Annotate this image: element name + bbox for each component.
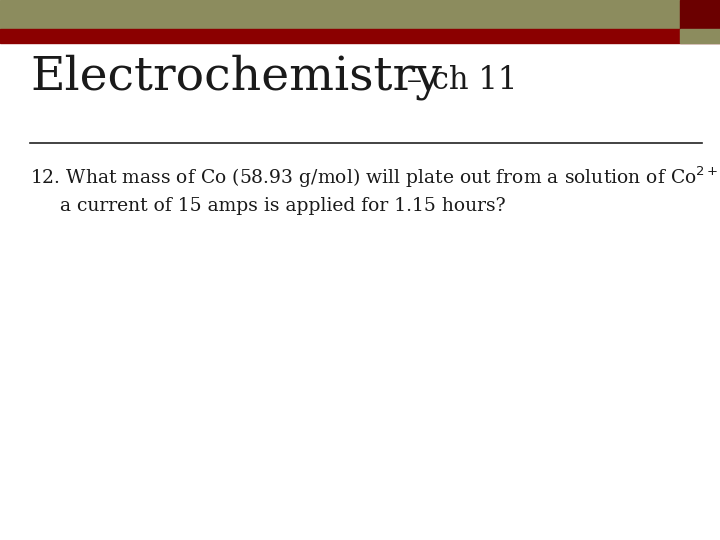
Text: a current of 15 amps is applied for 1.15 hours?: a current of 15 amps is applied for 1.15… (30, 197, 506, 215)
Text: 12. What mass of Co (58.93 g/mol) will plate out from a solution of Co$^{2+}$ wh: 12. What mass of Co (58.93 g/mol) will p… (30, 165, 720, 190)
Bar (680, 0, 720, 29)
Text: – ch 11: – ch 11 (397, 65, 518, 96)
Text: Electrochemistry: Electrochemistry (30, 54, 442, 99)
Bar (0, 0, 720, 29)
Bar (0, 29, 720, 43)
Bar (680, 29, 720, 43)
